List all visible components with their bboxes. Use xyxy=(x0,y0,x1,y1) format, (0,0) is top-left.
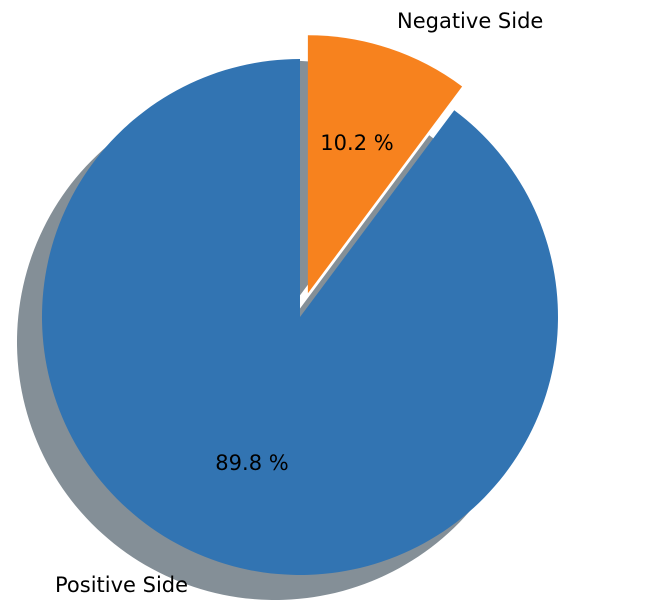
slice-layer xyxy=(41,35,558,575)
pie-slice-positive-side xyxy=(41,59,558,575)
slice-label-negative: Negative Side xyxy=(397,9,543,33)
label-layer: 10.2 % 89.8 % Negative Side Positive Sid… xyxy=(55,9,543,597)
percent-label-negative: 10.2 % xyxy=(320,131,393,155)
pie-slice-negative-side xyxy=(307,35,463,294)
percent-label-positive: 89.8 % xyxy=(215,451,288,475)
slice-label-positive: Positive Side xyxy=(55,573,188,597)
